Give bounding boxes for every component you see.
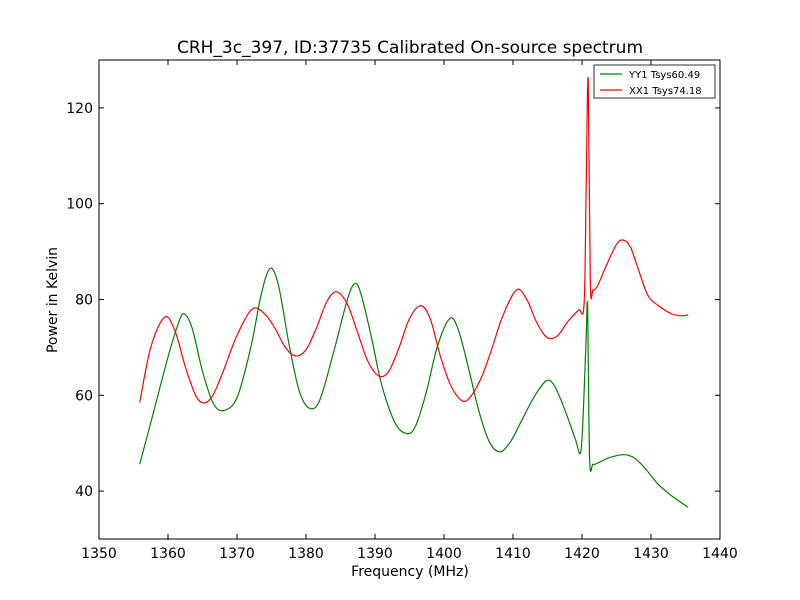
series-line-1 xyxy=(139,76,689,404)
y-axis-ticks: 40 60 80 100 120 xyxy=(66,101,720,500)
y-tick-label: 80 xyxy=(75,293,93,309)
y-tick-label: 120 xyxy=(66,101,93,117)
x-tick-label: 1430 xyxy=(633,546,669,562)
y-tick-label: 60 xyxy=(75,388,93,404)
x-axis-ticks: 1350 1360 1370 1380 1390 1400 1410 1420 1430 1440 xyxy=(81,60,738,562)
x-tick-label: 1390 xyxy=(357,546,393,562)
legend-label: YY1 Tsys60.49 xyxy=(628,70,700,81)
legend-label: XX1 Tsys74.18 xyxy=(629,86,702,97)
x-tick-label: 1400 xyxy=(426,546,462,562)
x-tick-label: 1370 xyxy=(219,546,255,562)
y-tick-label: 40 xyxy=(75,484,93,500)
series-line-0 xyxy=(139,267,689,508)
x-tick-label: 1360 xyxy=(150,546,186,562)
plot-area xyxy=(99,60,720,539)
y-tick-label: 100 xyxy=(66,197,93,213)
x-axis-label: Frequency (MHz) xyxy=(351,564,469,580)
x-tick-label: 1410 xyxy=(495,546,531,562)
x-tick-label: 1440 xyxy=(702,546,738,562)
legend-box xyxy=(593,64,716,99)
chart-title: CRH_3c_397, ID:37735 Calibrated On-sourc… xyxy=(177,38,643,58)
x-tick-label: 1350 xyxy=(81,546,117,562)
legend: YY1 Tsys60.49 XX1 Tsys74.18 xyxy=(593,64,716,99)
y-axis-label: Power in Kelvin xyxy=(45,247,61,353)
x-tick-label: 1380 xyxy=(288,546,324,562)
series-layer xyxy=(139,76,689,508)
x-tick-label: 1420 xyxy=(564,546,600,562)
